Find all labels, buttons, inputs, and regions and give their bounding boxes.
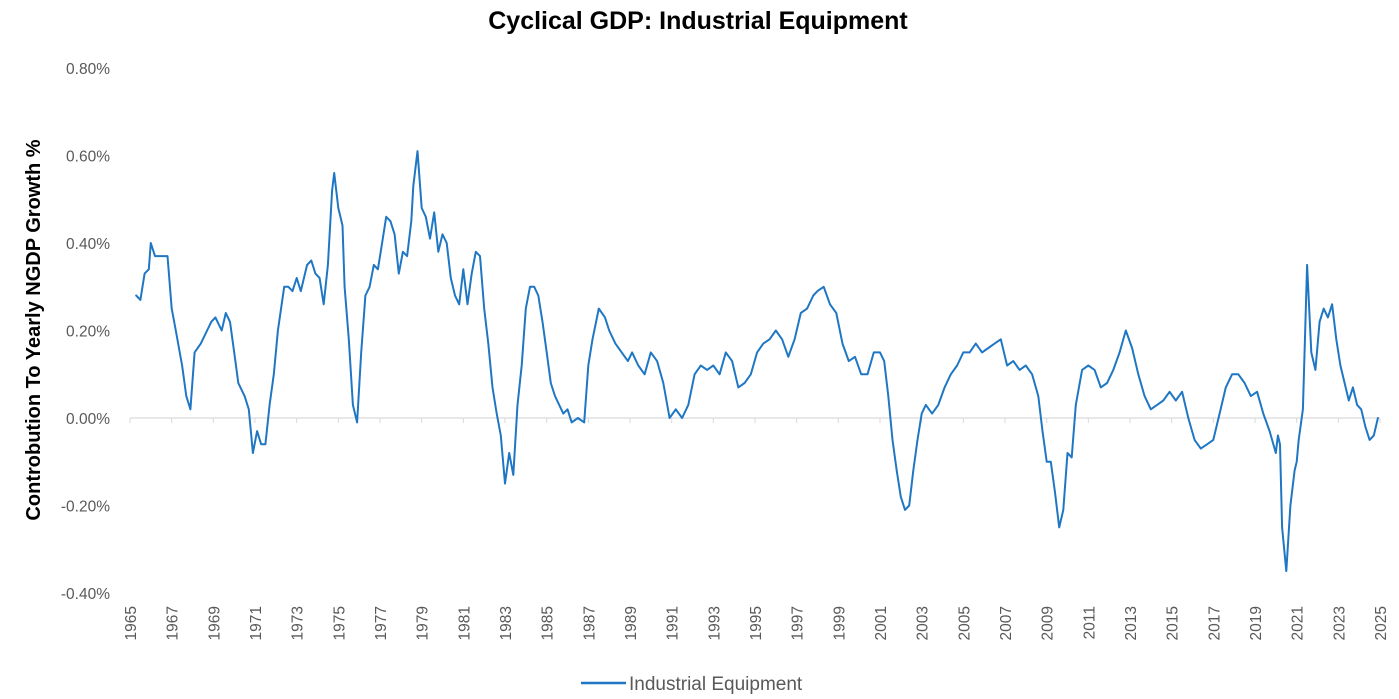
- x-tick-label: 1965: [123, 606, 140, 640]
- y-tick-label: -0.40%: [61, 586, 110, 603]
- x-tick-label: 1993: [706, 606, 723, 640]
- x-tick-label: 1969: [206, 606, 223, 640]
- x-tick-label: 2019: [1248, 606, 1265, 640]
- y-tick-label: -0.20%: [61, 499, 110, 516]
- y-tick-label: 0.40%: [66, 236, 110, 253]
- x-tick-label: 1995: [748, 606, 765, 640]
- x-tick-label: 2001: [873, 606, 890, 640]
- x-tick-label: 1973: [290, 606, 307, 640]
- x-tick-label: 1979: [415, 606, 432, 640]
- x-tick-label: 2009: [1040, 606, 1057, 640]
- x-tick-label: 2005: [956, 606, 973, 640]
- x-tick-label: 2007: [998, 606, 1015, 640]
- y-tick-label: 0.00%: [66, 411, 110, 428]
- x-tick-label: 2025: [1373, 606, 1390, 640]
- x-tick-label: 1983: [498, 606, 515, 640]
- x-tick-label: 2023: [1331, 606, 1348, 640]
- chart-title: Cyclical GDP: Industrial Equipment: [488, 7, 908, 35]
- y-axis-title: Controbution To Yearly NGDP Growth %: [23, 139, 45, 520]
- x-tick-label: 1975: [331, 606, 348, 640]
- x-tick-label: 1967: [165, 606, 182, 640]
- x-tick-label: 1971: [248, 606, 265, 640]
- x-tick-label: 1999: [831, 606, 848, 640]
- x-tick-label: 1977: [373, 606, 390, 640]
- x-tick-label: 1991: [665, 606, 682, 640]
- y-tick-label: 0.20%: [66, 324, 110, 341]
- y-tick-label: 0.60%: [66, 149, 110, 166]
- x-axis-ticks: 1965 1967 1969 1971 1973 1975 1977 1979 1981 1983…: [123, 418, 1390, 640]
- series-line-industrial-equipment: [135, 150, 1379, 573]
- x-tick-label: 2003: [915, 606, 932, 640]
- x-tick-label: 1989: [623, 606, 640, 640]
- x-tick-label: 2013: [1123, 606, 1140, 640]
- legend-label: Industrial Equipment: [629, 674, 803, 695]
- x-tick-label: 2017: [1206, 606, 1223, 640]
- x-tick-label: 1997: [790, 606, 807, 640]
- x-tick-label: 2015: [1165, 606, 1182, 640]
- y-tick-label: 0.80%: [66, 61, 110, 78]
- legend: Industrial Equipment: [581, 674, 803, 695]
- x-tick-label: 1981: [456, 606, 473, 640]
- y-axis-ticks: -0.40% -0.20% 0.00% 0.20% 0.40% 0.60% 0.80%: [61, 61, 110, 603]
- x-tick-label: 2011: [1081, 606, 1098, 639]
- x-tick-label: 1985: [540, 606, 557, 640]
- x-tick-label: 1987: [581, 606, 598, 640]
- x-tick-label: 2021: [1290, 606, 1307, 640]
